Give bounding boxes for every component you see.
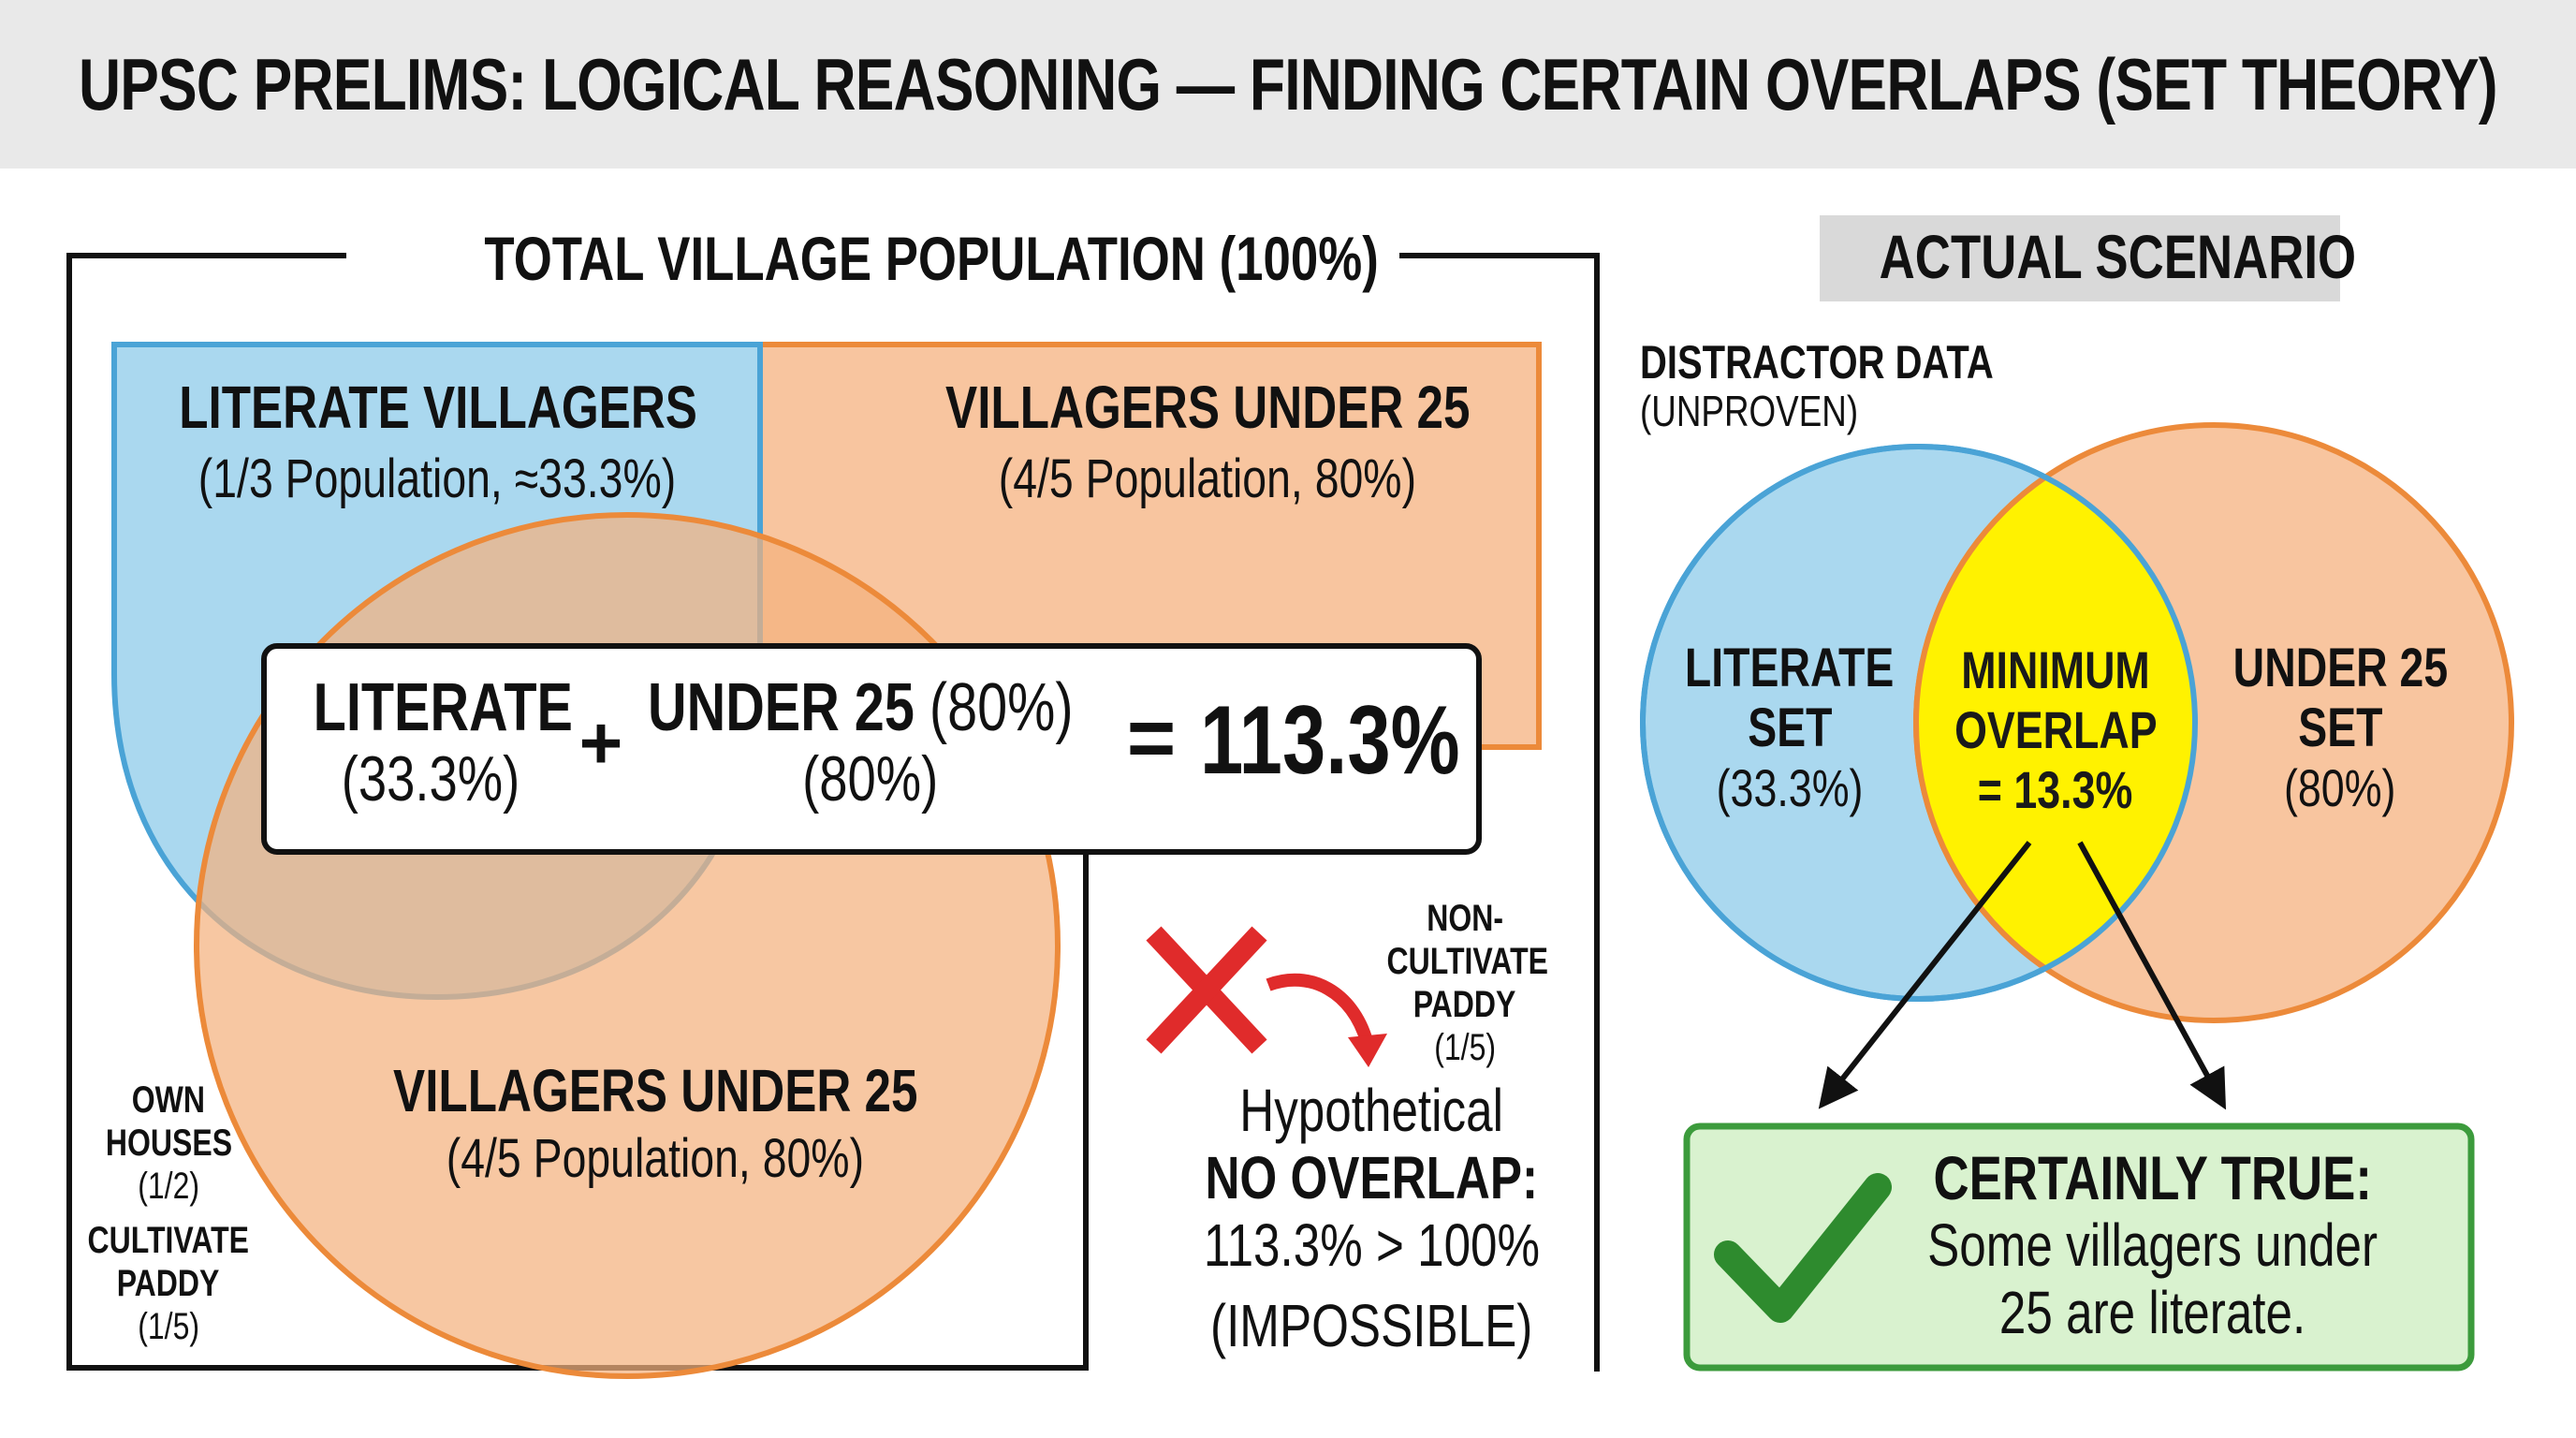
hypothetical-block: Hypothetical NO OVERLAP: 113.3% > 100% (… [1161,1077,1582,1359]
eq-result-wrap: 113.3% [1200,685,1525,797]
scenario-label: ACTUAL SCENARIO [1879,222,2357,291]
under25-circle-sub-wrap: (4/5 Population, 80%) [318,1127,992,1190]
hypothetical-line3: 113.3% > 100% [1203,1211,1540,1279]
literate-box-sub-wrap: (1/3 Population, ≈33.3%) [114,448,760,510]
curved-arrow-icon [1266,973,1387,1067]
eq-term2: UNDER 25 [648,670,915,745]
eq-term1-wrap: LITERATE [281,669,580,746]
eq-term1-val-wrap: (33.3%) [281,742,580,815]
under25-box-title-wrap: VILLAGERS UNDER 25 [880,373,1535,442]
under25-box-title: VILLAGERS UNDER 25 [945,374,1471,441]
eq-term2-val: (80%) [802,743,939,814]
hypothetical-line1: Hypothetical [1239,1077,1503,1144]
eq-term2-val-wrap: (80%) [749,742,992,815]
frame-label-wrap: TOTAL VILLAGE POPULATION (100%) [346,223,1400,294]
scenario-label-box [1820,215,2340,301]
eq-plus-wrap: + [564,700,638,786]
cultivate-note: CULTIVATE PADDY (1/5) [87,1220,250,1347]
under25-box-sub: (4/5 Population, 80%) [998,448,1417,509]
under25-circle-sub: (4/5 Population, 80%) [446,1128,865,1189]
eq-term2-inline: (80%) [929,670,1074,745]
overlap-region [1913,447,2195,999]
arrow-left [1818,841,2032,1109]
own-houses-note: OWN HOUSES (1/2) [105,1079,232,1207]
literate-set-outline [1640,444,2198,1002]
overlap-label: MINIMUM OVERLAP = 13.3% [1954,640,2158,819]
conclusion-line1: Some villagers under [1927,1211,2378,1279]
hypothetical-line2: NO OVERLAP: [1205,1144,1538,1211]
eq-equals: = [1126,692,1177,785]
eq-term1-val: (33.3%) [341,743,520,814]
literate-box-sub: (1/3 Population, ≈33.3%) [198,448,677,509]
distractor-sub-wrap: (UNPROVEN) [1640,386,1912,436]
page-title: UPSC PRELIMS: LOGICAL REASONING — FINDIN… [79,42,2498,125]
cross-icon [1146,926,1267,1054]
under25-circle-title: VILLAGERS UNDER 25 [392,1057,918,1124]
conclusion-text: CERTAINLY TRUE: Some villagers under 25 … [1863,1144,2443,1346]
conclusion-title: CERTAINLY TRUE: [1933,1143,2373,1212]
eq-result: 113.3% [1200,686,1460,795]
eq-term1: LITERATE [313,670,573,745]
hypothetical-line4: (IMPOSSIBLE) [1209,1292,1533,1359]
non-cultivate-note: NON- CULTIVATE PADDY (1/5) [1386,898,1548,1068]
population-frame [66,253,1600,1372]
literate-box-title-wrap: LITERATE VILLAGERS [114,373,760,442]
distractor-sub: (UNPROVEN) [1640,387,1859,435]
under25-box-sub-wrap: (4/5 Population, 80%) [880,448,1535,510]
distractor-title: DISTRACTOR DATA [1640,336,1994,389]
frame-label: TOTAL VILLAGE POPULATION (100%) [463,223,1400,294]
eq-term2-wrap: UNDER 25 (80%) [648,669,1179,746]
eq-equals-wrap: = [1114,691,1189,787]
check-icon [1714,1173,1892,1323]
distractor-title-wrap: DISTRACTOR DATA [1640,335,2082,389]
equation-box [261,643,1482,855]
under25-set-label: UNDER 25 SET (80%) [2232,638,2448,818]
scenario-label-wrap: ACTUAL SCENARIO [1820,221,2356,292]
arrow-right [2077,841,2227,1110]
conclusion-line2: 25 are literate. [1999,1279,2306,1346]
literate-box-title: LITERATE VILLAGERS [179,374,697,441]
eq-plus: + [578,701,623,785]
title-bar: UPSC PRELIMS: LOGICAL REASONING — FINDIN… [0,0,2576,169]
literate-set-label: LITERATE SET (33.3%) [1685,638,1895,818]
under25-circle-title-wrap: VILLAGERS UNDER 25 [318,1056,992,1125]
